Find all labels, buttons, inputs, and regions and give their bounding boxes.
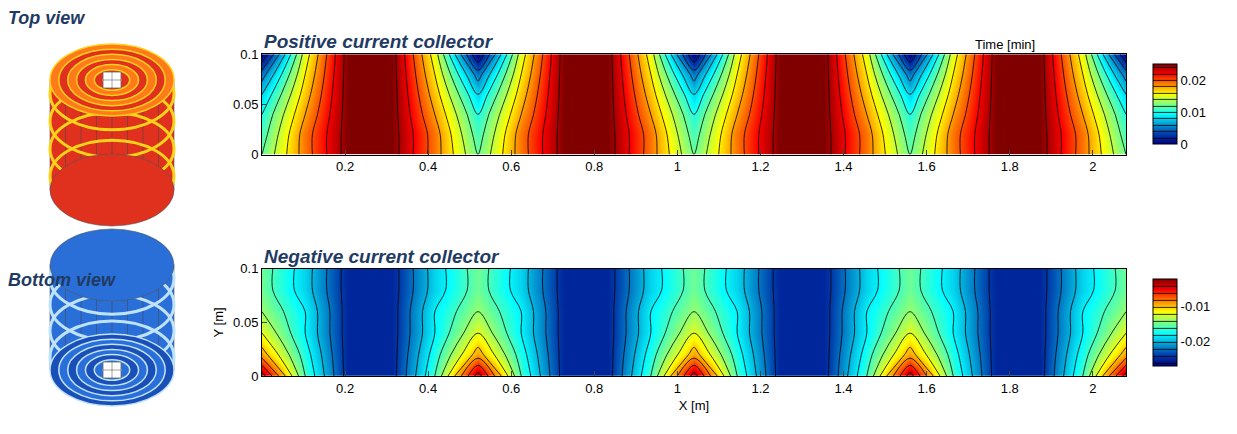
svg-text:0.02: 0.02 [1181,73,1206,88]
svg-text:Positive current collector: Positive current collector [264,31,494,52]
svg-text:Y [m]: Y [m] [211,307,226,337]
svg-text:1.2: 1.2 [751,381,769,396]
svg-text:0.8: 0.8 [585,381,603,396]
svg-text:0.05: 0.05 [233,97,258,112]
svg-text:0.8: 0.8 [585,159,603,174]
svg-text:0.4: 0.4 [419,381,437,396]
svg-text:0.1: 0.1 [240,47,258,62]
svg-text:0.6: 0.6 [502,381,520,396]
svg-text:1.4: 1.4 [835,381,853,396]
svg-text:1.4: 1.4 [835,159,853,174]
svg-text:X [m]: X [m] [679,398,709,413]
svg-text:Time [min]: Time [min] [975,37,1035,52]
svg-text:0.6: 0.6 [502,159,520,174]
svg-text:2: 2 [1089,381,1096,396]
svg-text:0.4: 0.4 [419,159,437,174]
svg-text:0: 0 [251,147,258,162]
svg-text:0: 0 [251,369,258,384]
svg-text:1.8: 1.8 [1001,381,1019,396]
svg-text:-0.01: -0.01 [1181,299,1211,314]
svg-text:2: 2 [1089,159,1096,174]
svg-text:Bottom view: Bottom view [8,270,116,290]
svg-text:-0.02: -0.02 [1181,334,1211,349]
svg-text:1.2: 1.2 [751,159,769,174]
svg-text:0.1: 0.1 [240,261,258,276]
svg-text:1.6: 1.6 [918,159,936,174]
svg-text:1.6: 1.6 [918,381,936,396]
svg-text:Negative current collector: Negative current collector [264,246,500,267]
svg-text:0.05: 0.05 [233,315,258,330]
svg-text:1: 1 [674,159,681,174]
svg-text:1: 1 [674,381,681,396]
svg-text:0: 0 [1181,137,1188,152]
svg-text:1.8: 1.8 [1001,159,1019,174]
svg-text:0.2: 0.2 [336,381,354,396]
svg-text:0.01: 0.01 [1181,105,1206,120]
svg-text:Top view: Top view [8,8,85,28]
svg-text:0.2: 0.2 [336,159,354,174]
